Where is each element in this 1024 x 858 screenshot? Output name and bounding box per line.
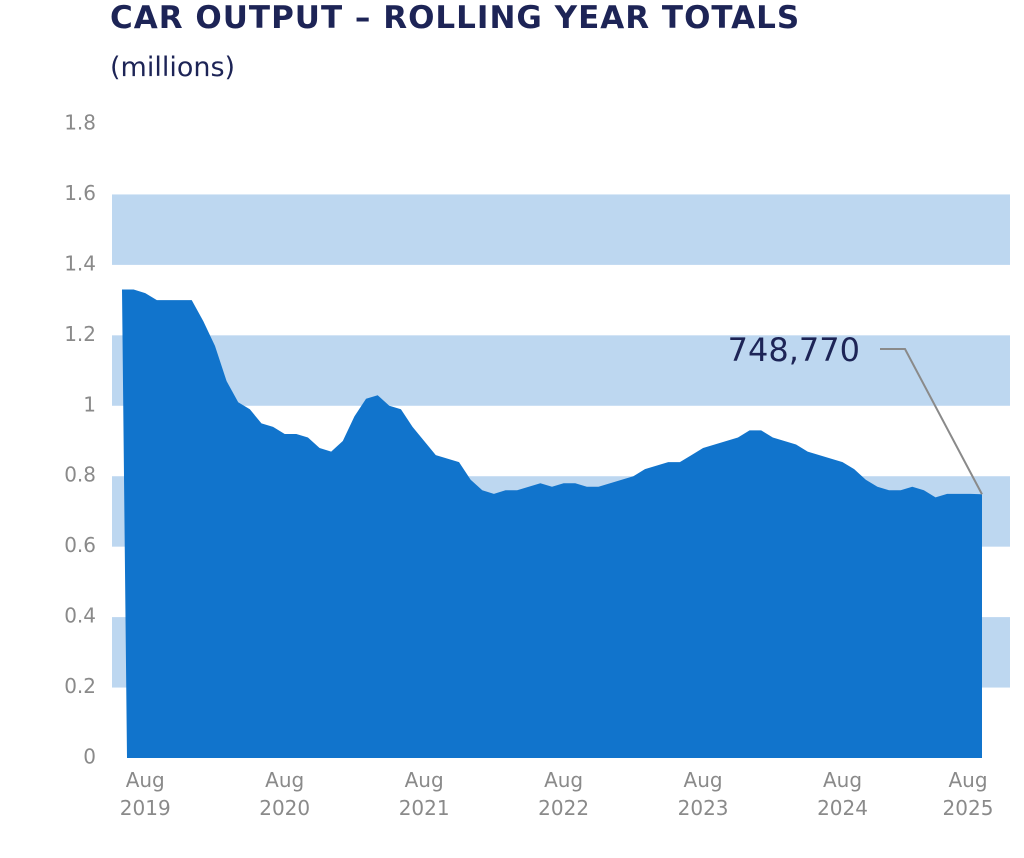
- x-tick-label: Aug 2021: [398, 768, 450, 820]
- x-tick-label: Aug 2022: [538, 768, 590, 820]
- grid-band: [112, 194, 1010, 265]
- y-tick-label: 1.4: [64, 251, 96, 275]
- x-tick-label: Aug 2023: [677, 768, 729, 820]
- value-label: 748,770: [728, 331, 860, 369]
- area: [122, 289, 982, 758]
- chart-title: CAR OUTPUT – ROLLING YEAR TOTALS: [110, 0, 801, 36]
- y-tick-label: 1.6: [64, 181, 96, 205]
- x-tick-label: Aug 2024: [817, 768, 868, 820]
- chart-subtitle: (millions): [110, 52, 236, 83]
- y-tick-label: 0.6: [64, 533, 96, 557]
- y-tick-label: 1.2: [64, 322, 96, 346]
- x-tick-label: Aug 2025: [942, 768, 994, 820]
- y-tick-label: 0.2: [64, 674, 96, 698]
- y-tick-label: 0.8: [64, 463, 96, 487]
- grid-band: [112, 335, 1010, 406]
- y-tick-label: 1: [83, 392, 96, 416]
- y-tick-label: 0.4: [64, 604, 96, 628]
- y-tick-label: 0: [83, 745, 96, 769]
- leader-line: [880, 348, 983, 495]
- x-tick-label: Aug 2020: [259, 768, 311, 820]
- y-tick-label: 1.8: [64, 111, 96, 135]
- x-tick-label: Aug 2019: [119, 768, 171, 820]
